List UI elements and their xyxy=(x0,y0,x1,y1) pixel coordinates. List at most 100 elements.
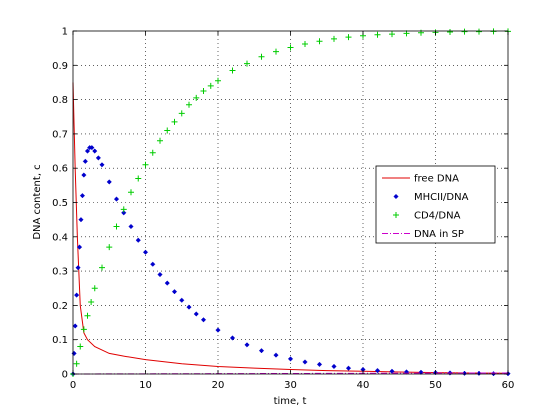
data-point-diamond xyxy=(89,145,95,151)
data-point-plus xyxy=(91,285,98,292)
data-point-plus xyxy=(149,149,156,156)
data-point-diamond xyxy=(75,265,81,271)
data-point-plus xyxy=(389,31,395,38)
data-point-diamond xyxy=(345,365,352,371)
data-point-plus xyxy=(88,298,95,305)
x-tick-label: 10 xyxy=(139,380,152,391)
series-mhcii-dna xyxy=(70,145,511,377)
data-point-diamond xyxy=(135,237,141,243)
y-tick-label: 0.4 xyxy=(52,232,68,243)
data-point-diamond xyxy=(186,304,192,310)
data-point-diamond xyxy=(92,148,98,154)
data-point-plus xyxy=(200,88,207,95)
y-axis-label: DNA content, c xyxy=(32,164,43,239)
data-point-diamond xyxy=(113,196,120,202)
data-point-diamond xyxy=(287,356,294,362)
data-point-plus xyxy=(113,223,120,230)
data-point-plus xyxy=(476,28,482,35)
y-tick-label: 0.1 xyxy=(52,335,68,346)
legend-label: CD4/DNA xyxy=(414,211,461,222)
data-point-diamond xyxy=(82,158,88,164)
data-point-diamond xyxy=(76,244,83,250)
data-point-plus xyxy=(80,326,87,333)
data-point-plus xyxy=(447,29,453,36)
legend-label: MHCII/DNA xyxy=(414,192,469,203)
legend-entry: CD4/DNA xyxy=(393,211,461,222)
y-tick-label: 0.3 xyxy=(52,267,68,278)
y-tick-label: 1 xyxy=(62,27,68,38)
data-point-plus xyxy=(331,35,337,42)
data-point-plus xyxy=(207,82,214,89)
data-point-plus xyxy=(461,28,468,35)
data-point-plus xyxy=(73,360,80,367)
data-point-diamond xyxy=(229,335,236,341)
data-point-diamond xyxy=(461,370,468,376)
data-point-diamond xyxy=(150,261,156,267)
x-tick-label: 60 xyxy=(502,380,515,391)
data-point-diamond xyxy=(244,342,250,348)
data-point-plus xyxy=(193,94,200,101)
data-point-diamond xyxy=(164,280,170,286)
y-tick-label: 0 xyxy=(62,370,68,381)
data-point-diamond xyxy=(121,210,127,216)
data-point-diamond xyxy=(258,348,265,354)
data-point-plus xyxy=(316,38,323,45)
data-point-plus xyxy=(393,212,399,218)
data-point-diamond xyxy=(157,271,163,278)
data-point-plus xyxy=(84,312,91,319)
data-point-plus xyxy=(99,264,105,271)
data-point-plus xyxy=(106,244,113,251)
data-point-diamond xyxy=(84,148,91,154)
data-point-diamond xyxy=(215,327,221,333)
data-point-diamond xyxy=(99,162,105,168)
legend-label: DNA in SP xyxy=(414,229,464,240)
data-point-diamond xyxy=(331,363,337,370)
data-point-diamond xyxy=(128,223,134,230)
data-point-plus xyxy=(374,31,381,38)
legend: free DNA MHCII/DNA CD4/DNA DNA in SP xyxy=(375,165,496,244)
data-point-plus xyxy=(164,127,171,134)
data-point-plus xyxy=(273,48,279,55)
data-point-diamond xyxy=(302,359,308,365)
data-point-plus xyxy=(77,343,84,350)
grid xyxy=(73,31,508,374)
data-point-plus xyxy=(345,34,352,41)
data-point-diamond xyxy=(393,193,399,200)
data-point-plus xyxy=(186,101,192,108)
data-point-diamond xyxy=(200,317,207,323)
legend-entry: free DNA xyxy=(382,174,459,185)
x-axis-label: time, t xyxy=(274,396,307,407)
data-point-plus xyxy=(178,110,185,117)
legend-box xyxy=(375,165,496,244)
y-tick-label: 0.5 xyxy=(52,198,68,209)
y-tick-label: 0.7 xyxy=(52,129,68,140)
data-point-plus xyxy=(287,44,294,51)
y-tick-label: 0.6 xyxy=(52,164,68,175)
data-point-diamond xyxy=(78,217,84,223)
data-point-plus xyxy=(244,60,250,67)
data-point-diamond xyxy=(72,323,78,329)
y-tick-label: 0.2 xyxy=(52,301,68,312)
data-point-plus xyxy=(403,30,410,37)
x-tick-label: 0 xyxy=(70,380,76,391)
data-point-plus xyxy=(302,41,308,48)
data-point-plus xyxy=(120,206,127,213)
data-point-diamond xyxy=(81,172,87,178)
data-point-plus xyxy=(135,175,142,182)
data-point-diamond xyxy=(142,249,149,255)
data-point-plus xyxy=(157,137,163,144)
x-tick-label: 20 xyxy=(212,380,225,391)
data-point-diamond xyxy=(74,292,80,298)
x-tick-label: 50 xyxy=(429,380,442,391)
data-point-diamond xyxy=(95,155,101,161)
data-point-diamond xyxy=(79,193,86,199)
data-point-plus xyxy=(258,53,265,60)
data-point-diamond xyxy=(171,289,178,295)
data-point-diamond xyxy=(106,179,112,185)
y-tick-label: 0.9 xyxy=(52,61,68,72)
data-point-diamond xyxy=(273,352,279,358)
legend-entry: MHCII/DNA xyxy=(393,192,469,203)
ticks: 0 10 20 30 40 50 60 0 0.1 0.2 0.3 0.4 0.5 0.6 0.7 0.8 0.… xyxy=(52,27,514,392)
legend-entry: DNA in SP xyxy=(382,229,464,240)
